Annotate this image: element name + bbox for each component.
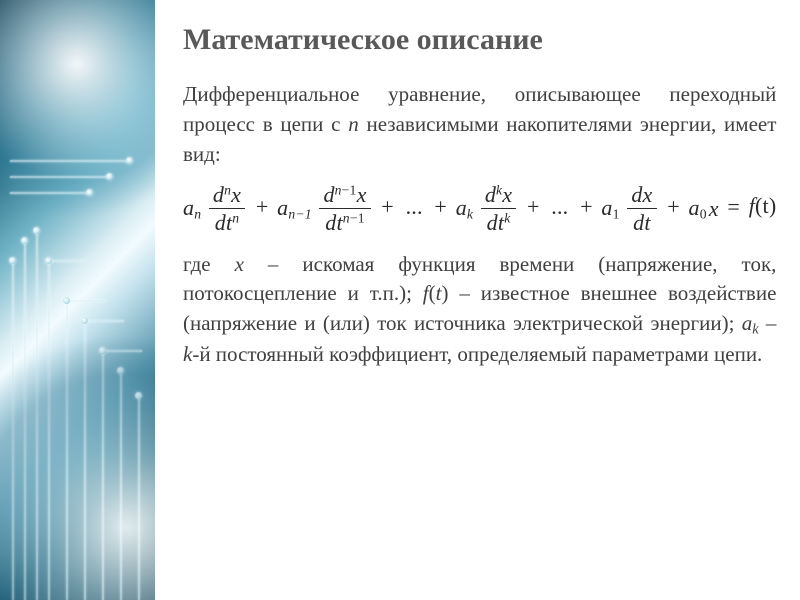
explain-paren-open: ( bbox=[429, 281, 436, 305]
intro-paragraph: Дифференциальное уравнение, описывающее … bbox=[183, 80, 776, 169]
explanation-paragraph: где х – искомая функция времени (напряже… bbox=[183, 250, 776, 370]
explain-pre: где bbox=[183, 252, 235, 276]
explain-k: k bbox=[183, 342, 192, 366]
explain-k-desc: -й постоянный коэффициент, определяемый … bbox=[192, 342, 762, 366]
slide: Математическое описание Дифференциальное… bbox=[0, 0, 800, 600]
explain-x: х bbox=[235, 252, 244, 276]
circuit-traces bbox=[0, 0, 155, 600]
page-title: Математическое описание bbox=[183, 22, 776, 58]
sidebar-decorative-image bbox=[0, 0, 155, 600]
explain-ak: a bbox=[742, 311, 753, 335]
intro-n: n bbox=[348, 112, 359, 136]
explain-ak-dash: – bbox=[759, 311, 777, 335]
content-area: Математическое описание Дифференциальное… bbox=[155, 0, 800, 600]
differential-equation: an dnx dtn + an−1 dn−1x dtn−1 + ... + ak… bbox=[183, 183, 776, 233]
